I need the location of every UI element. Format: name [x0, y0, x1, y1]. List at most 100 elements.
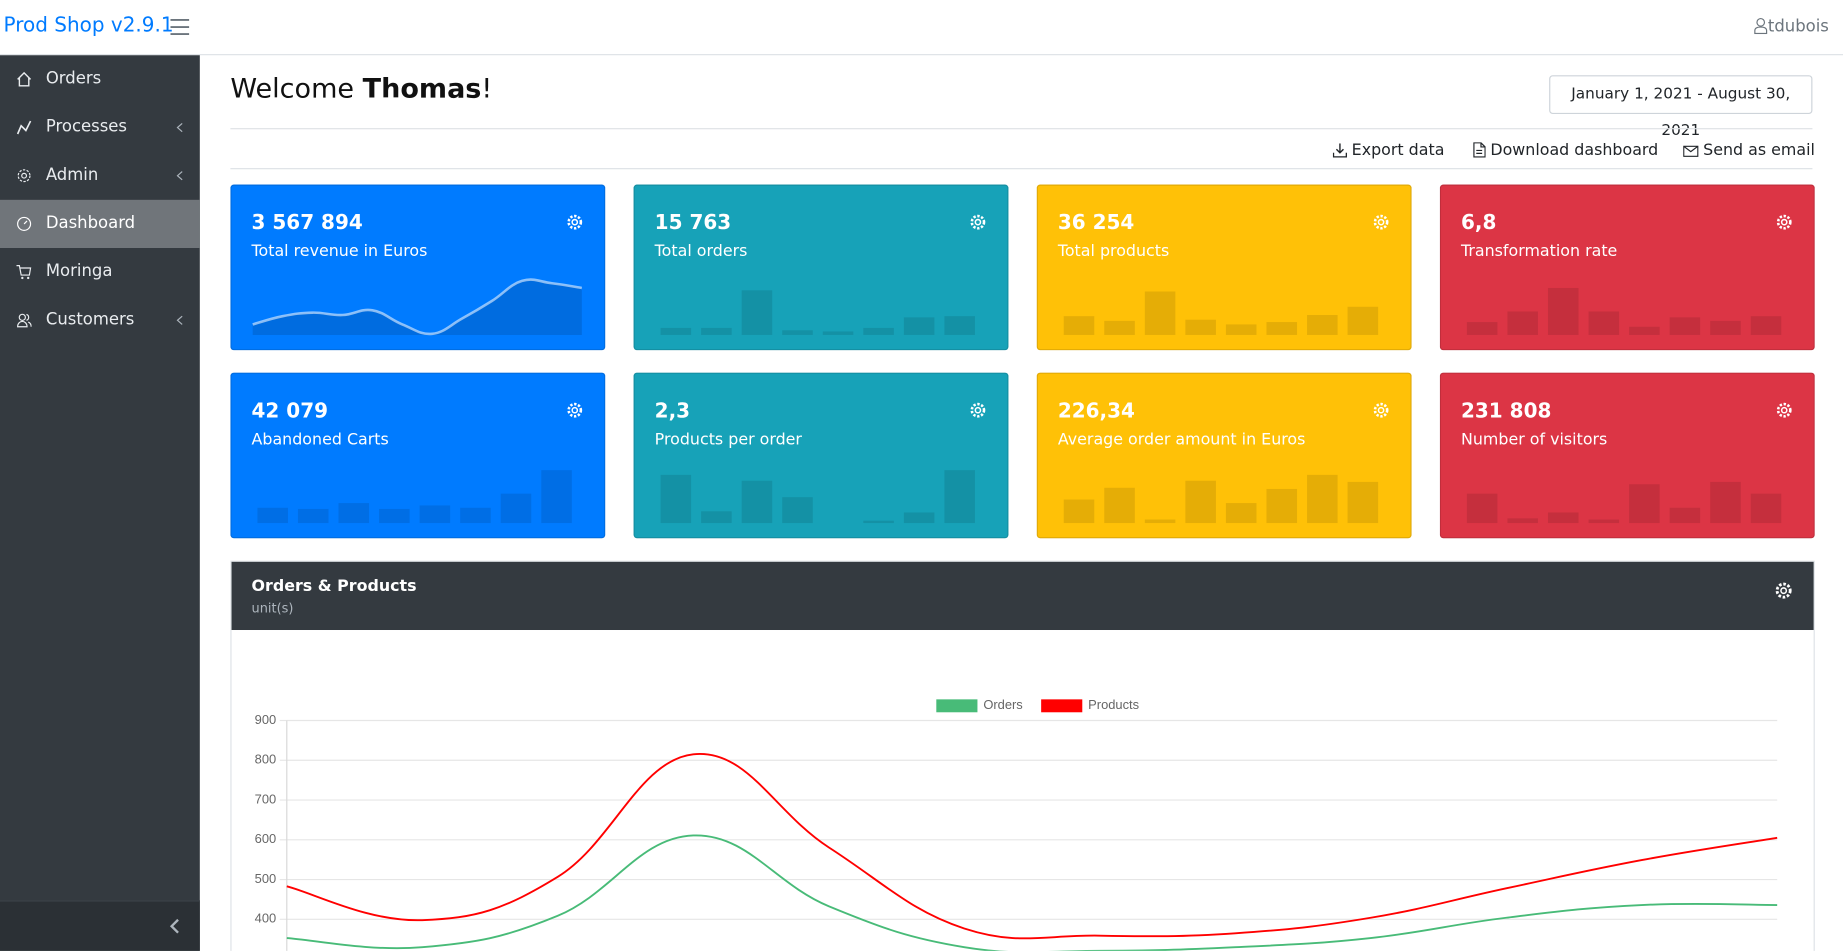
stat-value: 15 763: [654, 211, 732, 236]
sparkline: [1063, 474, 1379, 524]
date-range-picker[interactable]: January 1, 2021 - August 30, 2021: [1549, 75, 1813, 140]
series-line: [286, 753, 1778, 940]
stat-card[interactable]: 3 567 894 Total revenue in Euros: [230, 184, 606, 351]
stat-card[interactable]: 226,34 Average order amount in Euros: [1036, 372, 1412, 539]
nav-item-active[interactable]: Dashboard: [0, 199, 200, 249]
nav-label: Admin: [45, 165, 99, 185]
stat-card[interactable]: 2,3 Products per order: [633, 372, 1009, 539]
spark-bar: [1225, 324, 1257, 335]
spark-bar: [741, 480, 773, 524]
nav-item[interactable]: Orders: [0, 55, 200, 103]
action-label: Send as email: [1703, 141, 1815, 160]
sidebar-footer: [0, 900, 200, 951]
divider: [230, 168, 1813, 170]
sparkline: [1063, 291, 1379, 335]
spark-bar: [1547, 512, 1579, 524]
stat-label: Products per order: [654, 430, 802, 449]
card-settings[interactable]: [970, 214, 986, 230]
nav-label: Processes: [45, 117, 127, 137]
nav-icon: [17, 169, 31, 183]
menu-toggle[interactable]: [170, 19, 190, 36]
spark-bar: [782, 330, 813, 335]
spark-bar: [1507, 311, 1538, 335]
stat-card[interactable]: 231 808 Number of visitors: [1439, 372, 1815, 539]
spark-bar: [863, 520, 894, 524]
chevron: [176, 122, 183, 133]
divider: [230, 128, 1813, 130]
spark-bar: [903, 317, 935, 335]
spark-bar: [1669, 507, 1701, 524]
chevron: [176, 171, 183, 181]
y-tick-label: 800: [255, 752, 277, 767]
nav-item[interactable]: Moringa: [0, 248, 200, 296]
card-settings[interactable]: [970, 402, 986, 418]
panel-settings[interactable]: [1775, 582, 1793, 600]
y-tick-label: 700: [255, 791, 277, 806]
y-tick-label: 600: [255, 831, 277, 846]
gear-hub: [1780, 218, 1788, 226]
card-settings[interactable]: [567, 402, 583, 418]
stat-card[interactable]: 15 763 Total orders: [633, 184, 1009, 351]
brand[interactable]: Prod Shop v2.9.1: [3, 14, 174, 38]
spark-bar: [782, 497, 813, 524]
card-settings[interactable]: [1373, 402, 1389, 418]
legend-label: Orders: [983, 697, 1022, 712]
spark-bar: [1266, 322, 1298, 335]
stat-label: Number of visitors: [1460, 430, 1608, 449]
gear-hub: [974, 218, 982, 226]
gear-teeth: [970, 402, 986, 418]
chevron: [176, 315, 183, 325]
card-settings[interactable]: [1776, 402, 1792, 418]
spark-bar: [541, 470, 572, 524]
sparkline: [660, 470, 975, 524]
spark-bar: [1063, 499, 1095, 524]
stat-card[interactable]: 42 079 Abandoned Carts: [230, 372, 606, 539]
y-tick-label: 900: [255, 712, 277, 727]
legend-swatch: [936, 699, 978, 713]
spark-bar: [500, 493, 532, 524]
line-chart: 400 500 600 700 800 900 Orders Products: [255, 697, 1778, 951]
stat-card[interactable]: 36 254 Total products: [1036, 184, 1412, 351]
nav-item[interactable]: Admin: [0, 152, 200, 200]
spark-bar: [419, 505, 451, 524]
legend-swatch: [1041, 699, 1083, 713]
nav-label: Orders: [45, 69, 102, 89]
stat-value: 42 079: [251, 399, 329, 424]
stat-value: 226,34: [1057, 399, 1135, 424]
spark-bar: [660, 474, 692, 524]
panel-header: Orders & Products unit(s): [231, 561, 1814, 631]
spark-bar: [1710, 481, 1741, 524]
email-button[interactable]: Send as email: [1683, 141, 1815, 160]
nav-label: Moringa: [45, 262, 113, 281]
spark-bar: [338, 503, 370, 524]
spark-bar: [1466, 493, 1498, 524]
sparkline: [252, 278, 583, 336]
spark-bar: [1588, 311, 1620, 335]
spark-bar: [944, 316, 975, 335]
gear-hub: [1780, 406, 1788, 414]
spark-line: [252, 278, 583, 336]
nav-icon: [17, 216, 32, 231]
sparkline: [1466, 481, 1782, 524]
action-label: Export data: [1351, 141, 1445, 160]
card-settings[interactable]: [1373, 214, 1389, 230]
collapse-button[interactable]: [169, 918, 180, 934]
gear-hub: [974, 406, 982, 414]
card-settings[interactable]: [567, 214, 583, 230]
download-button[interactable]: Download dashboard: [1473, 141, 1658, 160]
spark-bar: [379, 508, 410, 524]
spark-bar: [1347, 481, 1379, 524]
spark-bar: [1144, 519, 1176, 524]
user-name[interactable]: tdubois: [1767, 17, 1829, 37]
gear-teeth: [567, 402, 583, 418]
card-settings[interactable]: [1776, 214, 1792, 230]
y-tick-label: 500: [255, 871, 277, 886]
stat-card[interactable]: 6,8 Transformation rate: [1439, 184, 1815, 351]
gear-teeth: [1373, 214, 1389, 230]
nav-item[interactable]: Customers: [0, 296, 200, 344]
export-button[interactable]: Export data: [1332, 141, 1445, 160]
action-label: Download dashboard: [1490, 141, 1659, 160]
legend-label: Products: [1088, 697, 1139, 712]
nav-item[interactable]: Processes: [0, 103, 200, 151]
